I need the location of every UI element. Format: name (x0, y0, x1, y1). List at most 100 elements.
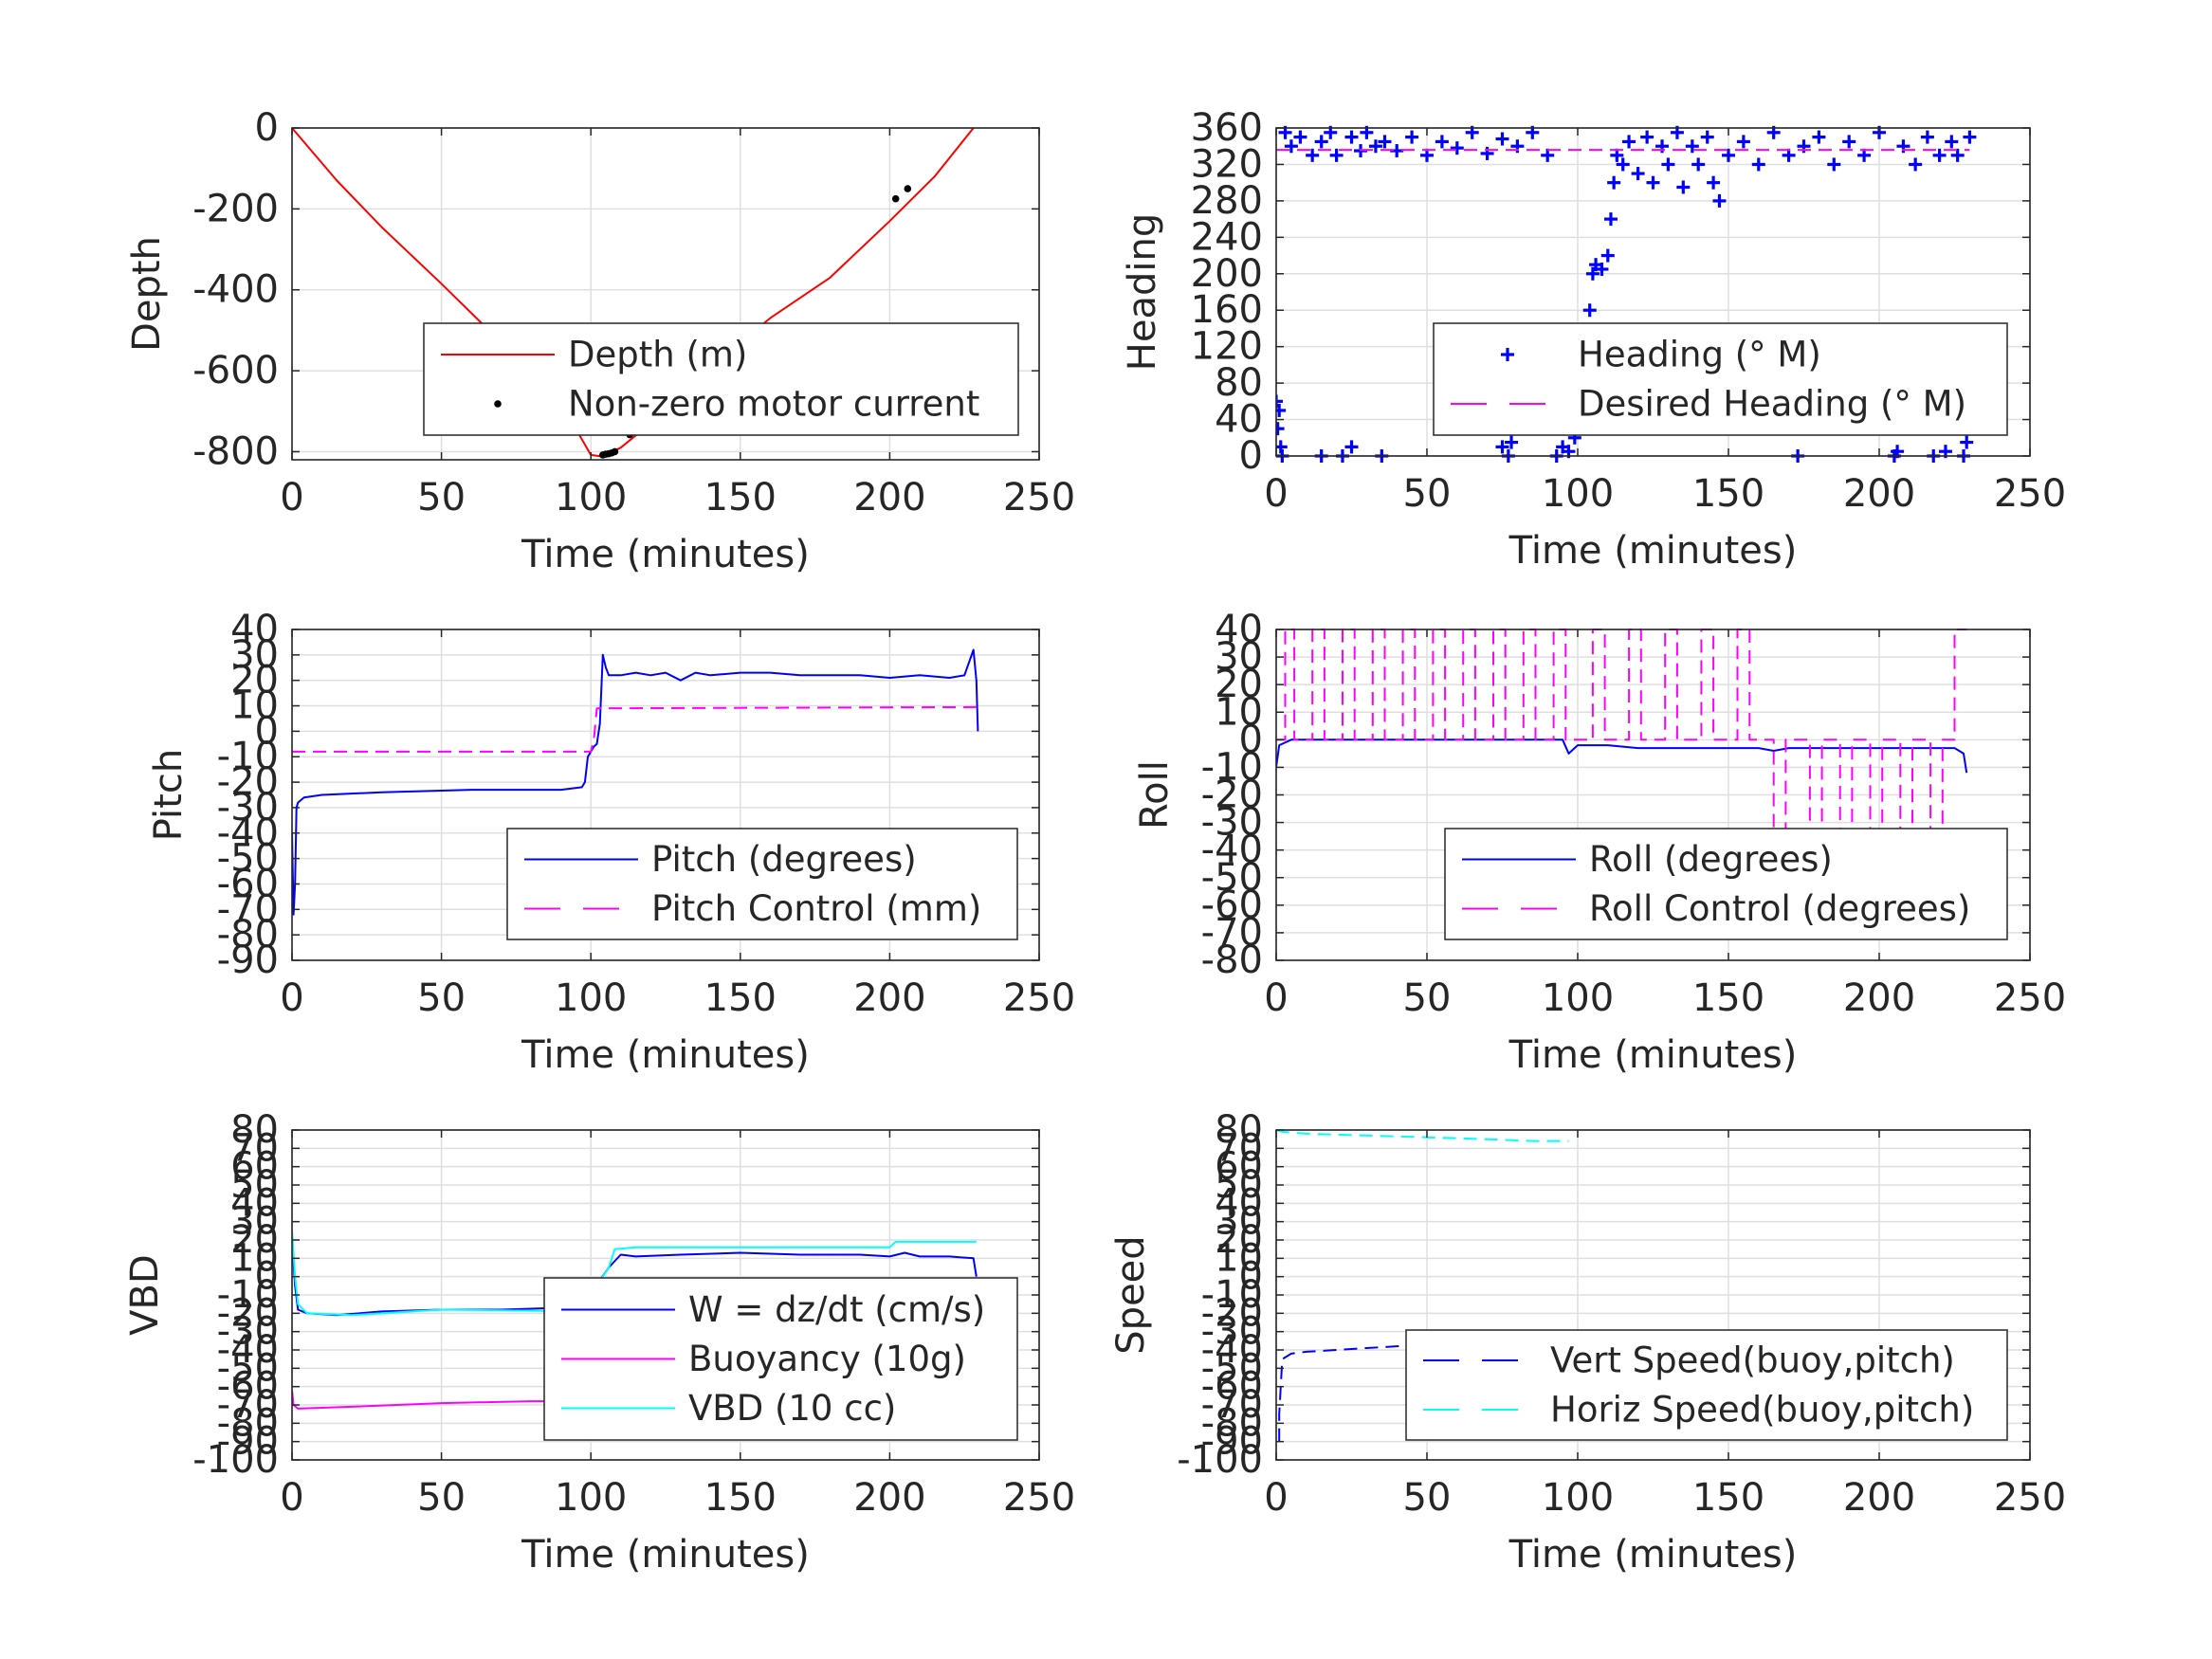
legend-box (1405, 1329, 2008, 1441)
series-group (292, 648, 979, 916)
y-tick-label: -90 (217, 939, 279, 982)
x-tick-label: 50 (417, 976, 466, 1020)
legend-label: Buoyancy (10g) (688, 1339, 966, 1379)
series-depth-1-point-8 (904, 185, 912, 192)
y-tick-label: 10 (1215, 690, 1263, 734)
x-tick-label: 200 (853, 476, 925, 520)
y-tick-label: 10 (1215, 1236, 1263, 1280)
y-tick-label: 20 (1215, 663, 1263, 706)
x-tick-label: 200 (1843, 1476, 1915, 1520)
series-heading-0-point-81 (1920, 130, 1934, 144)
x-tick-label: 250 (1994, 472, 2066, 516)
legend-marker (1501, 348, 1514, 361)
legend-box (1433, 322, 2008, 436)
x-tick-label: 150 (704, 976, 777, 1020)
y-tick-label: -30 (1201, 1310, 1263, 1354)
y-tick-label: -600 (192, 349, 279, 392)
y-tick-label: 200 (1191, 252, 1263, 296)
y-tick-label: 30 (230, 1200, 279, 1244)
x-tick-label: 0 (280, 976, 303, 1020)
y-tick-label: 240 (1191, 215, 1263, 259)
y-tick-label: 0 (255, 709, 279, 753)
y-tick-label: -80 (1201, 939, 1263, 982)
chart-roll: 0 50 100 150 200 250403020100-10-20-30-40-50-… (1133, 608, 2066, 1077)
series-heading-0-point-51 (1616, 157, 1630, 172)
series-heading-0-point-65 (1722, 148, 1735, 162)
y-tick-label: -80 (1201, 1401, 1263, 1445)
legend-label: VBD (10 cc) (688, 1388, 896, 1429)
legend-label: Horiz Speed(buoy,pitch) (1550, 1390, 1974, 1431)
series-heading-0-point-62 (1700, 130, 1714, 144)
y-tick-label: -70 (1201, 911, 1263, 955)
x-tick-label: 150 (1692, 472, 1764, 516)
series-heading-0-point-52 (1622, 135, 1636, 149)
x-tick-label: 50 (417, 1476, 466, 1520)
series-heading-0-point-74 (1842, 135, 1856, 149)
x-tick-label: 0 (1264, 1476, 1288, 1520)
series-heading-0-point-85 (1945, 135, 1959, 149)
x-tick-label: 200 (1843, 472, 1915, 516)
legend-box (423, 322, 1019, 436)
y-tick-label: 30 (1215, 635, 1263, 679)
y-tick-label: 30 (1215, 1200, 1263, 1244)
y-tick-label: -20 (1201, 1291, 1263, 1335)
x-axis-label: Time (minutes) (521, 1533, 810, 1577)
series-heading-0-point-67 (1751, 157, 1765, 172)
x-tick-label: 150 (704, 476, 777, 520)
y-tick-label: 10 (230, 1236, 279, 1280)
legend-marker (494, 400, 502, 408)
x-tick-label: 250 (1003, 976, 1075, 1020)
y-tick-label: -10 (217, 735, 279, 778)
legend-item: Roll (degrees) (1462, 839, 1833, 880)
legend-item: Non-zero motor current (494, 384, 979, 425)
y-tick-label: -90 (217, 1420, 279, 1464)
series-heading-0-point-75 (1857, 148, 1872, 162)
legend-item: Roll Control (degrees) (1462, 888, 1970, 929)
series-heading-0-point-25 (1450, 141, 1464, 155)
y-tick-label: 70 (1215, 1126, 1263, 1170)
series-speed-1-line (1276, 1129, 1569, 1142)
axes-box (291, 127, 1040, 461)
y-tick-label: 160 (1191, 288, 1263, 332)
series-heading-0-point-31 (1505, 435, 1519, 449)
legend-item: Pitch Control (mm) (524, 888, 981, 929)
series-group (1276, 1129, 1569, 1442)
x-axis-label: Time (minutes) (1508, 1533, 1798, 1577)
y-axis-label: VBD (123, 1254, 167, 1336)
series-heading-0-point-43 (1582, 303, 1597, 318)
y-tick-label: -70 (217, 887, 279, 931)
x-tick-label: 50 (1403, 976, 1452, 1020)
y-tick-label: 60 (1215, 1145, 1263, 1189)
series-heading-0-point-86 (1950, 148, 1965, 162)
y-tick-label: -70 (217, 1383, 279, 1427)
series-heading-0-point-23 (1420, 148, 1434, 162)
legend-label: Heading (° M) (1578, 335, 1821, 375)
series-heading-0-point-34 (1541, 148, 1555, 162)
y-tick-label: 280 (1191, 179, 1263, 223)
x-tick-label: 100 (1542, 976, 1614, 1020)
x-tick-label: 150 (704, 1476, 777, 1520)
y-tick-label: -60 (1201, 1365, 1263, 1409)
y-tick-label: -40 (217, 811, 279, 855)
legend-item: VBD (10 cc) (561, 1388, 896, 1429)
y-tick-label: -50 (217, 1346, 279, 1390)
y-tick-label: 320 (1191, 142, 1263, 186)
y-tick-label: 360 (1191, 106, 1263, 150)
y-tick-label: 50 (1215, 1163, 1263, 1207)
series-heading-0-point-54 (1640, 130, 1654, 144)
y-axis-label: Pitch (147, 749, 191, 841)
legend-item: W = dz/dt (cm/s) (561, 1289, 985, 1330)
x-axis-label: Time (minutes) (521, 533, 810, 576)
x-tick-label: 200 (853, 976, 925, 1020)
series-heading-0-point-20 (1378, 135, 1392, 149)
y-tick-label: 0 (1239, 718, 1263, 761)
x-tick-label: 250 (1003, 476, 1075, 520)
series-heading-0-point-49 (1607, 175, 1621, 190)
series-heading-0-point-0 (1276, 394, 1283, 409)
series-heading-0-point-48 (1603, 212, 1618, 227)
x-tick-label: 100 (555, 1476, 627, 1520)
y-axis-label: Roll (1133, 760, 1177, 830)
x-axis-label: Time (minutes) (521, 1033, 810, 1077)
series-heading-0-point-61 (1691, 157, 1706, 172)
legend-box (506, 828, 1018, 940)
